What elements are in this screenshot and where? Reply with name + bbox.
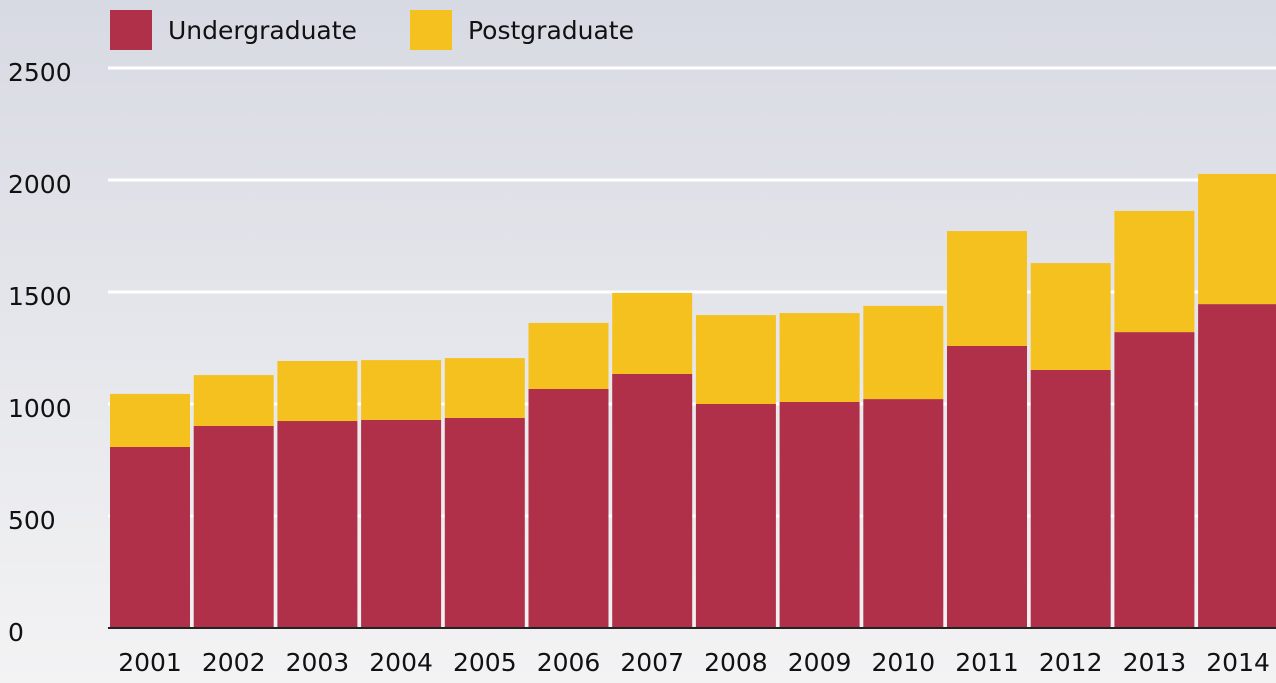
legend-label: Undergraduate [168, 16, 357, 45]
legend-swatch [410, 10, 452, 50]
x-tick-label: 2004 [369, 648, 433, 677]
bar-segment [779, 401, 860, 628]
bar-segment [1030, 263, 1111, 370]
bar-segment [863, 399, 944, 628]
x-tick-label: 2013 [1123, 648, 1187, 677]
y-tick-label: 2500 [8, 58, 72, 87]
bar-segment [947, 345, 1027, 628]
bar-segment [1030, 369, 1111, 628]
bar-segment [444, 358, 525, 418]
x-tick-label: 2007 [620, 648, 684, 677]
legend-label: Postgraduate [468, 16, 634, 45]
bar-segment [528, 322, 609, 389]
bar-segment [444, 417, 525, 628]
x-tick-label: 2012 [1039, 648, 1103, 677]
bar-segment [110, 393, 190, 448]
x-tick-label: 2002 [202, 648, 266, 677]
bar-segment [193, 375, 274, 426]
x-tick-label: 2005 [453, 648, 517, 677]
x-tick-label: 2010 [871, 648, 935, 677]
bar-segment [361, 360, 442, 420]
bar-segment [1198, 304, 1276, 628]
x-tick-label: 2001 [118, 648, 182, 677]
bar-segment [110, 447, 190, 628]
bar-segment [695, 315, 776, 404]
y-tick-label: 1500 [8, 282, 72, 311]
x-tick-label: 2009 [788, 648, 852, 677]
x-tick-label: 2003 [286, 648, 350, 677]
x-tick-label: 2006 [537, 648, 601, 677]
x-tick-label: 2011 [955, 648, 1019, 677]
bar-segment [1114, 332, 1195, 628]
bar-segment [277, 360, 358, 422]
bar-segment [361, 419, 442, 628]
bar-segment [277, 421, 358, 628]
bar-segment [612, 373, 693, 628]
bar-segment [947, 231, 1027, 346]
y-tick-label: 2000 [8, 170, 72, 199]
bar-segment [863, 305, 944, 400]
x-tick-label: 2008 [704, 648, 768, 677]
bar-segment [1198, 173, 1276, 305]
bar-segment [612, 292, 693, 374]
bar-segment [779, 313, 860, 402]
y-tick-label: 1000 [8, 394, 72, 423]
x-tick-label: 2014 [1206, 648, 1270, 677]
y-tick-label: 0 [8, 618, 24, 647]
bar-segment [1114, 210, 1195, 333]
legend-swatch [110, 10, 152, 50]
bar-segment [528, 388, 609, 628]
bar-segment [193, 425, 274, 628]
bar-segment [695, 404, 776, 628]
y-tick-label: 500 [8, 506, 56, 535]
